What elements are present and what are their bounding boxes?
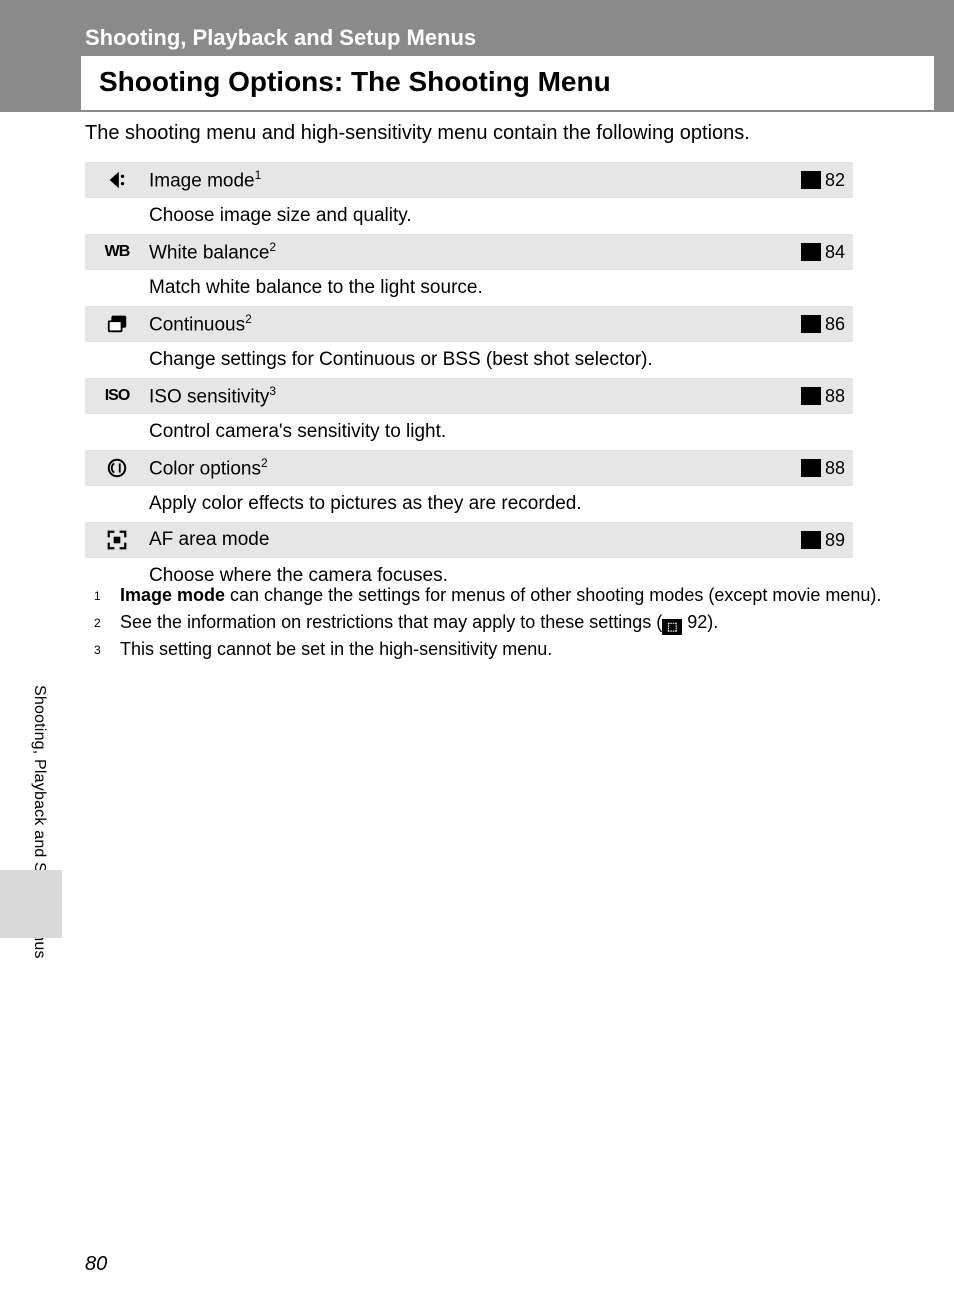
page-reference: 88 [801,458,845,479]
footnote-text: Image mode can change the settings for m… [120,582,894,609]
option-title: Continuous2 [141,312,801,336]
reference-icon [801,243,821,261]
reference-icon [801,315,821,333]
side-tab-block [0,870,62,938]
option-footnote-ref: 2 [261,456,268,470]
option-footnote-ref: 2 [245,312,252,326]
footnote-number: 1 [94,582,110,609]
continuous-icon [93,313,141,335]
page-title: Shooting Options: The Shooting Menu [99,66,916,98]
footnote-text: This setting cannot be set in the high-s… [120,636,894,663]
page-reference-number: 88 [825,458,845,479]
footnote: 2 See the information on restrictions tha… [94,609,894,636]
footnote-number: 2 [94,609,110,636]
option-description: Control camera's sensitivity to light. [85,414,853,450]
image-mode-icon [93,169,141,191]
af-area-icon [93,529,141,551]
footnotes: 1 Image mode can change the settings for … [94,582,894,663]
option-description: Change settings for Continuous or BSS (b… [85,342,853,378]
page-reference-number: 84 [825,242,845,263]
option-title: White balance2 [141,240,801,264]
page-number: 80 [85,1253,107,1276]
option-title: AF area mode [141,529,801,551]
page-reference-number: 86 [825,314,845,335]
page-reference: 84 [801,242,845,263]
option-row: Color options2 88 [85,450,853,486]
option-footnote-ref: 2 [269,240,276,254]
white-balance-icon: WB [93,243,141,261]
section-breadcrumb: Shooting, Playback and Setup Menus [85,25,476,51]
iso-icon: ISO [93,387,141,405]
reference-icon [801,387,821,405]
reference-icon [801,531,821,549]
option-title: Image mode1 [141,168,801,192]
option-row: Image mode1 82 [85,162,853,198]
footnote: 1 Image mode can change the settings for … [94,582,894,609]
page-reference-number: 89 [825,530,845,551]
option-footnote-ref: 1 [255,168,262,182]
option-description: Choose image size and quality. [85,198,853,234]
option-footnote-ref: 3 [269,384,276,398]
footnote-text: See the information on restrictions that… [120,609,894,636]
intro-paragraph: The shooting menu and high-sensitivity m… [85,122,894,145]
page-reference-number: 88 [825,386,845,407]
page-reference: 88 [801,386,845,407]
option-title: ISO sensitivity3 [141,384,801,408]
section-title-wrap: Shooting Options: The Shooting Menu [81,56,934,110]
page-reference: 82 [801,170,845,191]
option-description: Match white balance to the light source. [85,270,853,306]
option-row: WBWhite balance2 84 [85,234,853,270]
page-reference-number: 82 [825,170,845,191]
header-band: Shooting, Playback and Setup Menus Shoot… [0,0,954,112]
manual-page: Shooting, Playback and Setup Menus Shoot… [0,0,954,1314]
page-reference: 86 [801,314,845,335]
reference-icon [801,459,821,477]
reference-icon [801,171,821,189]
option-row: AF area mode 89 [85,522,853,558]
option-row: Continuous2 86 [85,306,853,342]
footnote: 3 This setting cannot be set in the high-… [94,636,894,663]
options-table: Image mode1 82 Choose image size and quali… [85,162,853,594]
option-title: Color options2 [141,456,801,480]
color-options-icon [93,457,141,479]
page-reference: 89 [801,530,845,551]
footnote-number: 3 [94,636,110,663]
option-description: Apply color effects to pictures as they … [85,486,853,522]
option-row: ISOISO sensitivity3 88 [85,378,853,414]
